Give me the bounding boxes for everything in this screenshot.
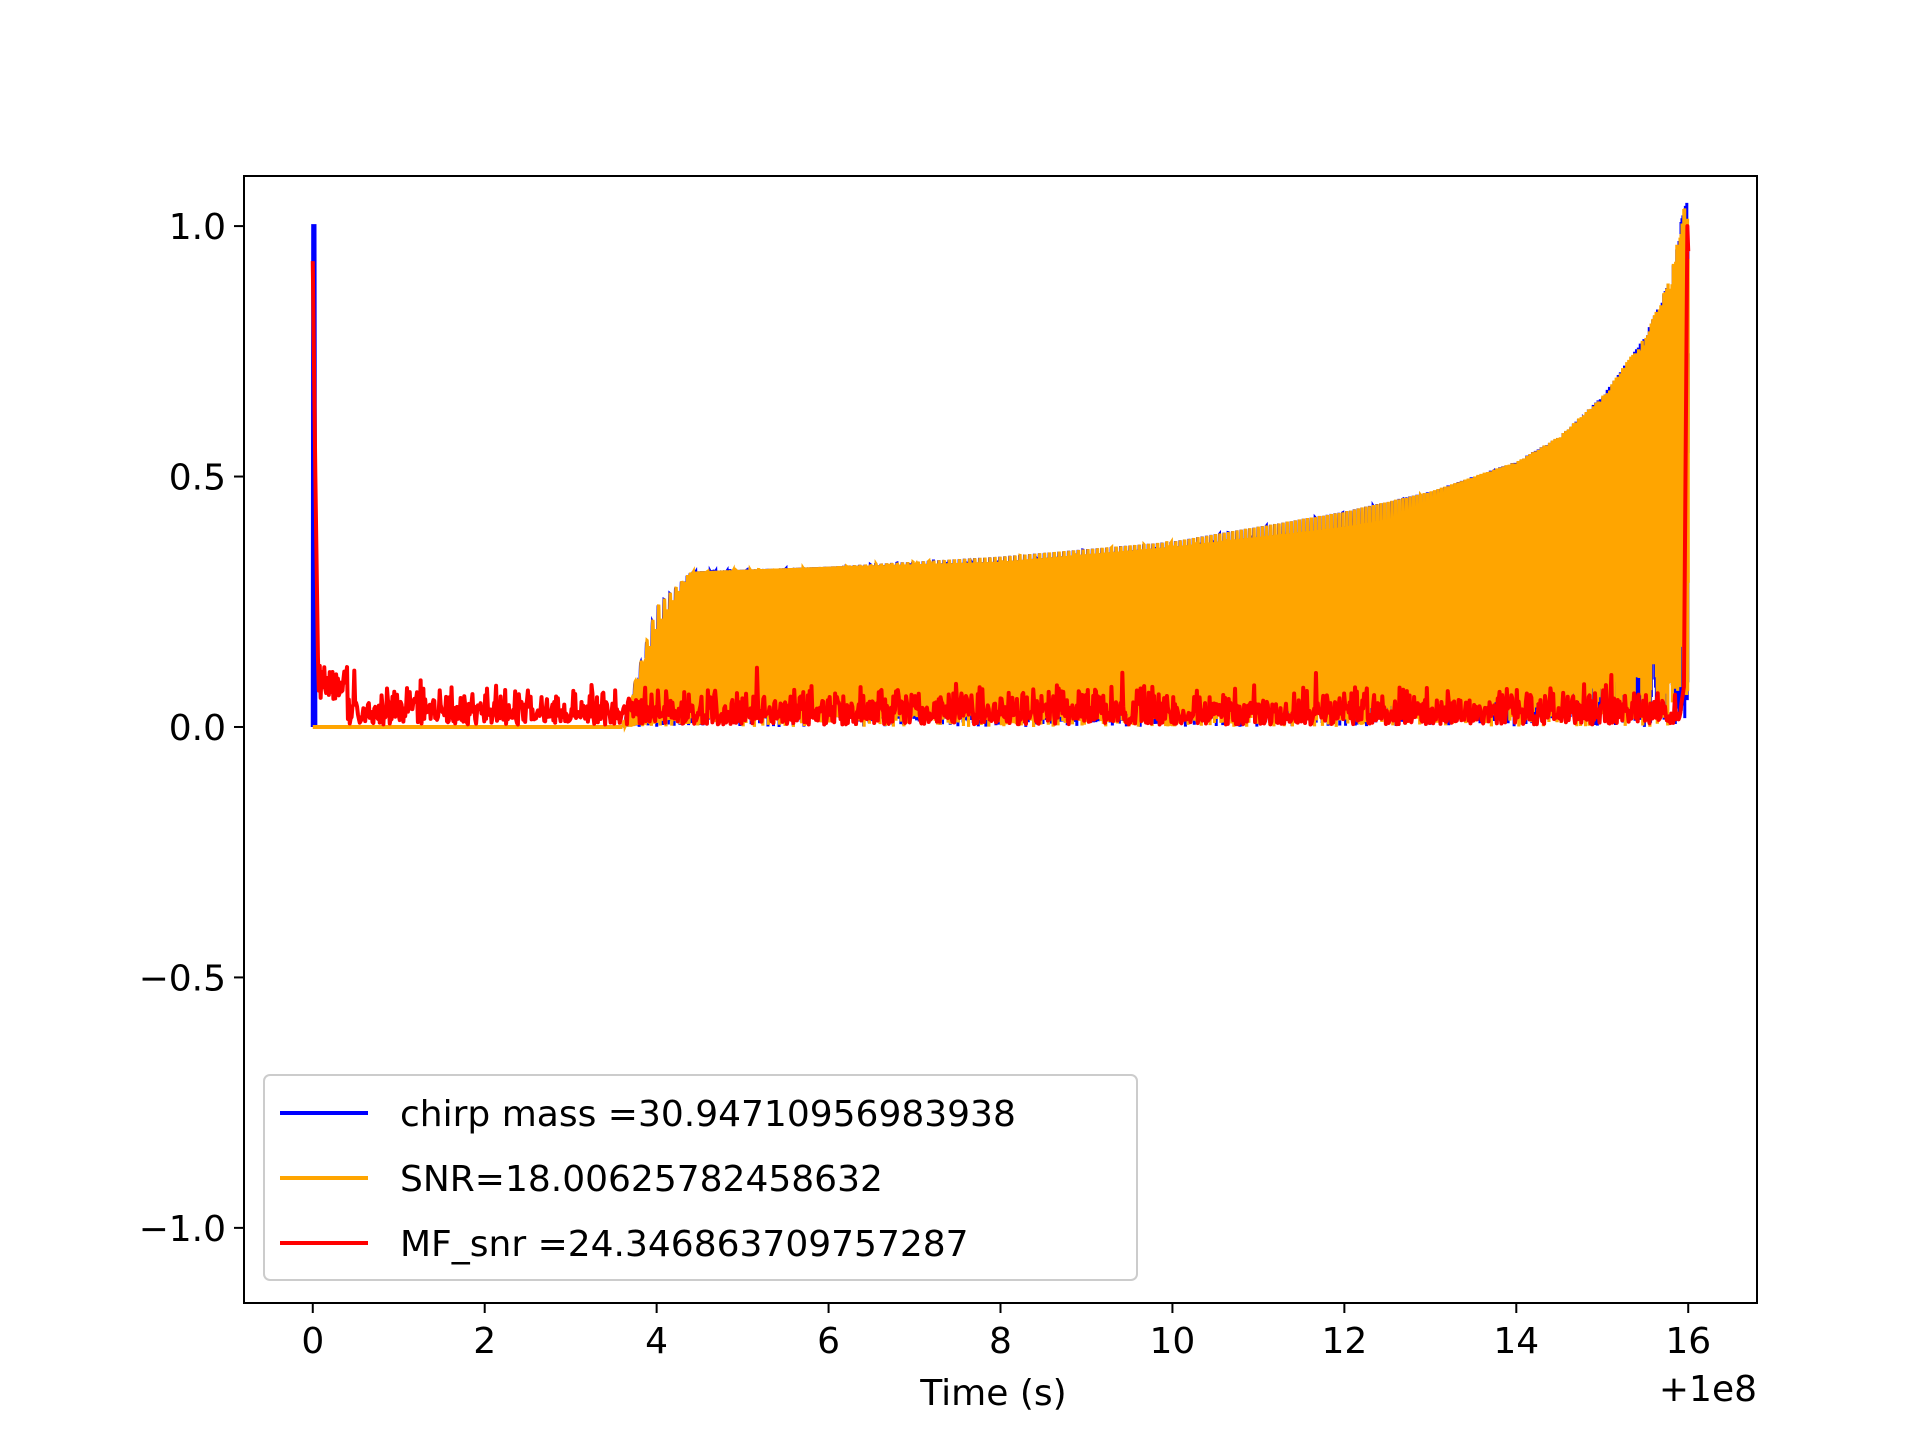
x-tick-label: 8 xyxy=(989,1321,1012,1362)
x-tick-label: 14 xyxy=(1493,1321,1539,1362)
x-tick-label: 4 xyxy=(645,1321,668,1362)
x-tick-label: 6 xyxy=(817,1321,840,1362)
y-tick-label: −1.0 xyxy=(139,1209,226,1250)
series-mf-snr-line xyxy=(310,224,1691,727)
legend-box xyxy=(263,1074,1138,1281)
x-tick-label: 16 xyxy=(1665,1321,1711,1362)
y-tick-label: 0.0 xyxy=(169,708,226,749)
x-tick-label: 0 xyxy=(301,1321,324,1362)
x-axis-label: Time (s) xyxy=(919,1373,1066,1414)
x-axis-offset-label: +1e8 xyxy=(1659,1369,1757,1410)
legend: chirp mass =30.94710956983938 SNR=18.0062… xyxy=(263,1074,1138,1281)
y-tick-label: 1.0 xyxy=(169,207,226,248)
plot-series xyxy=(310,202,1691,733)
legend-label: SNR=18.00625782458632 xyxy=(400,1159,883,1200)
y-tick-label: 0.5 xyxy=(169,458,226,499)
legend-label: chirp mass =30.94710956983938 xyxy=(400,1094,1016,1135)
x-ticks: 0 2 4 6 8 10 12 14 16 xyxy=(301,1303,1711,1362)
x-tick-label: 12 xyxy=(1321,1321,1367,1362)
x-tick-label: 2 xyxy=(473,1321,496,1362)
y-tick-label: −0.5 xyxy=(139,958,226,999)
y-ticks: 1.0 0.5 0.0 −0.5 −1.0 xyxy=(139,207,244,1250)
legend-label: MF_snr =24.346863709757287 xyxy=(400,1224,969,1265)
x-tick-label: 10 xyxy=(1150,1321,1196,1362)
series-snr-waveform xyxy=(620,208,1690,733)
